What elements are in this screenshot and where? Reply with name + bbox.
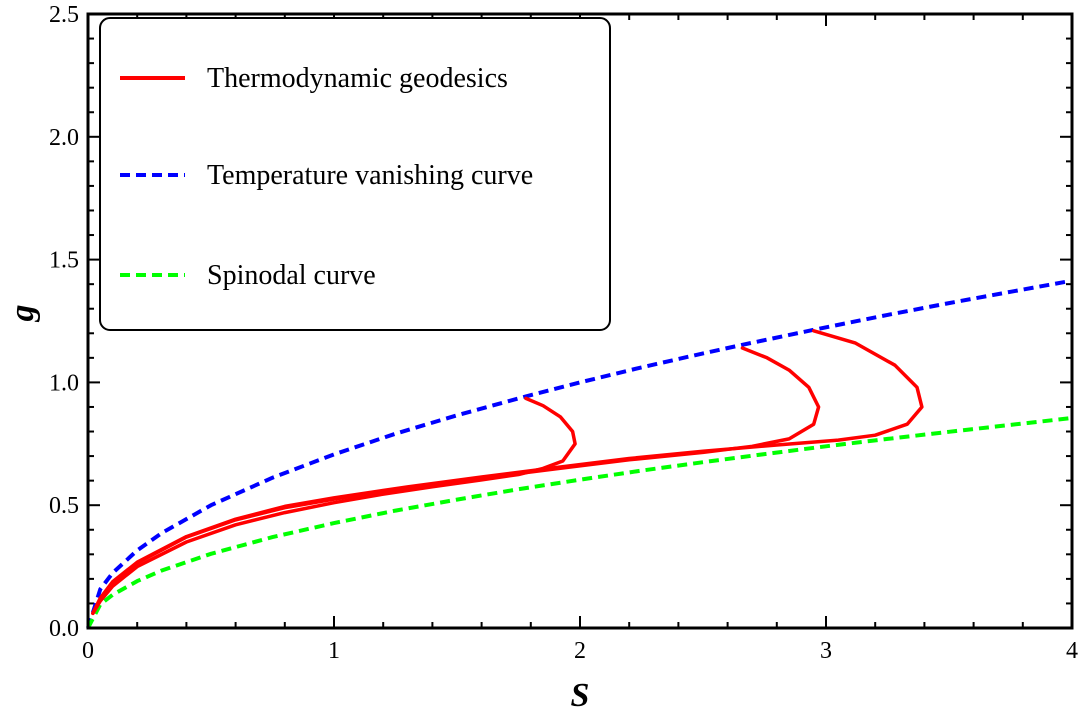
legend-label-temperature: Temperature vanishing curve — [207, 160, 533, 191]
plot-frame — [86, 12, 1074, 630]
y-tick-label: 1.5 — [49, 248, 79, 274]
legend-label-geodesics: Thermodynamic geodesics — [207, 63, 508, 94]
legend-box — [99, 17, 611, 331]
x-tick-label: 0 — [82, 638, 94, 664]
y-tick-label: 2.0 — [49, 125, 79, 151]
y-tick-label: 0.5 — [49, 493, 79, 519]
y-tick-label: 2.5 — [49, 2, 79, 28]
x-tick-label: 4 — [1066, 638, 1078, 664]
tick-labels: 0 1 2 3 4 0.0 0.5 1.0 1.5 2.0 2.5 — [49, 2, 1078, 664]
series-layer — [86, 278, 1073, 629]
geodesic-curve-4 — [91, 329, 924, 616]
legend-label-spinodal: Spinodal curve — [207, 260, 376, 291]
x-tick-label: 2 — [574, 638, 586, 664]
legend: Thermodynamic geodesics Temperature vani… — [99, 17, 611, 331]
x-axis-title: S — [571, 677, 590, 711]
dashed-curve-1 — [86, 416, 1073, 629]
y-tick-label: 1.0 — [49, 370, 79, 396]
dashed-curve-0 — [86, 278, 1073, 629]
y-axis-title: g — [4, 305, 41, 323]
y-tick-label: 0.0 — [49, 616, 79, 642]
x-tick-label: 3 — [820, 638, 832, 664]
x-tick-label: 1 — [328, 638, 340, 664]
geodesic-curve-2 — [91, 396, 577, 616]
